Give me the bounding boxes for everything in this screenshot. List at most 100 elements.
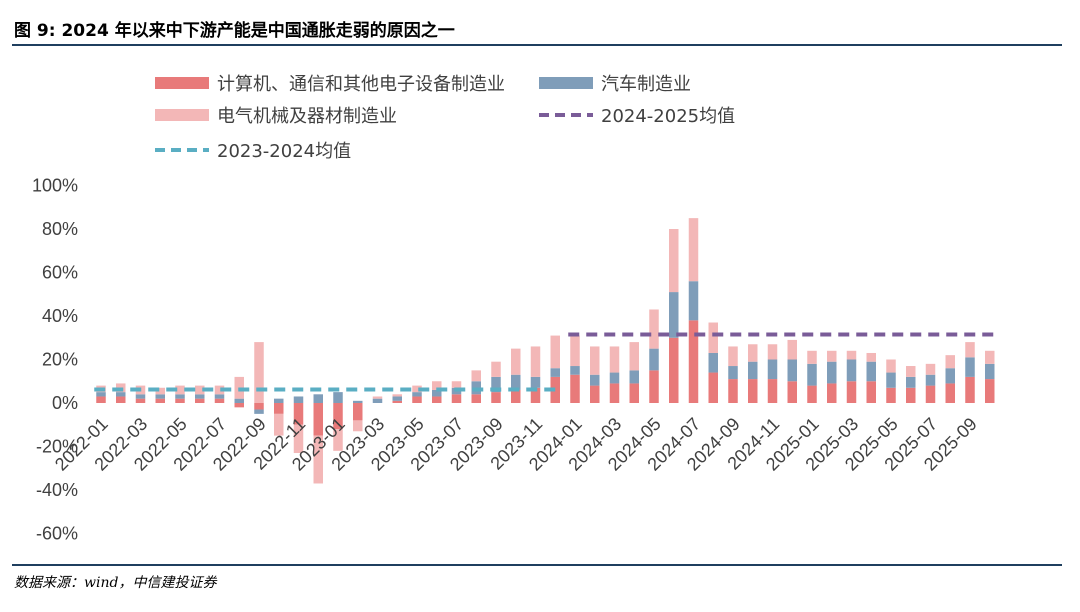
bar-segment-series-3	[945, 355, 955, 369]
bar-segment-series-1	[214, 398, 225, 403]
bar-segment-series-3	[274, 413, 284, 436]
bar-segment-series-2	[570, 366, 580, 375]
bar-segment-series-2	[748, 361, 758, 380]
bar-segment-series-2	[886, 372, 896, 388]
bar-segment-series-1	[846, 381, 857, 403]
bar-segment-series-1	[570, 374, 580, 403]
legend-label: 汽车制造业	[601, 74, 691, 95]
bar-segment-series-2	[274, 398, 284, 403]
bar-segment-series-2	[669, 292, 679, 338]
bar-segment-series-3	[214, 385, 225, 395]
bar-segment-series-2	[708, 352, 718, 373]
bar-segment-series-1	[767, 379, 778, 403]
bar-segment-series-2	[866, 361, 876, 382]
bar-segment-series-2	[787, 359, 797, 382]
bar-segment-series-1	[353, 403, 363, 421]
bar-segment-series-3	[590, 346, 600, 375]
bar-segment-series-2	[195, 394, 205, 399]
legend-swatch	[155, 77, 209, 89]
bar-segment-series-3	[254, 342, 264, 403]
bar-segment-series-3	[629, 342, 639, 371]
bar-segment-series-2	[609, 372, 620, 384]
bar-segment-series-3	[412, 385, 422, 393]
bar-segment-series-3	[353, 420, 363, 432]
bar-segment-series-1	[471, 394, 481, 403]
bar-segment-series-2	[353, 400, 363, 403]
bar-segment-series-1	[175, 398, 185, 403]
bar-segment-series-2	[333, 392, 343, 403]
bar-segment-series-3	[175, 385, 185, 395]
bar-segment-series-2	[412, 392, 422, 397]
bar-segment-series-3	[451, 381, 462, 388]
bar-segment-series-2	[511, 374, 521, 390]
reference-lines	[94, 332, 997, 392]
bar-segment-series-3	[669, 229, 679, 293]
bar-segment-series-1	[155, 398, 165, 403]
bar-segment-series-3	[530, 346, 541, 377]
bar-segment-series-1	[866, 381, 876, 403]
legend-label: 2024-2025均值	[601, 106, 735, 127]
bar-segment-series-2	[293, 396, 304, 403]
bar-segment-series-3	[965, 342, 975, 358]
bar-segment-series-3	[195, 385, 205, 395]
bar-segment-series-1	[293, 403, 304, 425]
bar-segment-series-3	[471, 370, 481, 382]
bar-segment-series-1	[985, 379, 995, 403]
bar-segment-series-2	[432, 389, 442, 397]
bar-segment-series-3	[609, 346, 620, 373]
bar-segment-series-1	[135, 398, 146, 403]
top-rule	[12, 44, 1062, 46]
y-tick-label: 100%	[32, 176, 78, 196]
bar-segment-series-2	[155, 394, 165, 399]
y-tick-label: 40%	[42, 306, 78, 326]
bar-segment-series-2	[767, 359, 778, 380]
bar-segment-series-2	[313, 394, 323, 403]
bar-segment-series-1	[827, 383, 837, 403]
bar-segment-series-3	[372, 396, 383, 399]
bar-segment-series-3	[313, 435, 323, 484]
bar-segment-series-3	[767, 344, 778, 360]
bar-segment-series-2	[846, 359, 857, 382]
bar-segment-series-3	[155, 387, 165, 395]
bar-segment-series-3	[925, 363, 936, 375]
legend-swatch	[539, 77, 593, 89]
bar-segment-series-2	[175, 394, 185, 399]
bar-segment-series-2	[530, 376, 541, 388]
bar-segment-series-1	[392, 400, 402, 403]
y-tick-label: -40%	[36, 480, 78, 500]
bar-segment-series-1	[511, 389, 521, 403]
bar-segment-series-3	[491, 361, 501, 377]
bar-segment-series-1	[254, 403, 264, 410]
bar-segment-series-1	[234, 403, 244, 408]
bar-segment-series-3	[906, 366, 916, 377]
bar-segment-series-3	[985, 350, 995, 364]
bar-segment-series-2	[392, 396, 402, 401]
bar-segment-series-1	[96, 396, 106, 403]
bar-segment-series-1	[669, 337, 679, 403]
legend-label: 计算机、通信和其他电子设备制造业	[217, 74, 505, 95]
bar-segment-series-1	[432, 396, 442, 403]
bar-segment-series-2	[945, 368, 955, 384]
y-tick-label: 60%	[42, 263, 78, 283]
bottom-rule	[12, 564, 1062, 566]
bar-segment-series-3	[807, 350, 817, 364]
bar-segment-series-2	[827, 361, 837, 384]
bar-segment-series-1	[925, 385, 936, 403]
bar-segment-series-3	[333, 429, 343, 451]
bar-segment-series-2	[649, 348, 659, 371]
bar-segment-series-1	[688, 320, 699, 403]
y-tick-label: -20%	[36, 437, 78, 457]
bar-segment-series-1	[649, 370, 659, 403]
bar-segment-series-1	[787, 381, 797, 403]
bar-segment-series-2	[491, 376, 501, 393]
bar-segment-series-3	[432, 381, 442, 390]
bar-segment-series-3	[728, 346, 738, 367]
bar-segment-series-3	[511, 348, 521, 375]
bar-segment-series-3	[827, 350, 837, 362]
x-axis: 2022-012022-032022-052022-072022-092022-…	[51, 414, 981, 475]
bar-segment-series-3	[866, 352, 876, 362]
bar-segment-series-3	[846, 350, 857, 360]
bar-segment-series-1	[886, 387, 896, 403]
bar-segment-series-3	[649, 309, 659, 349]
